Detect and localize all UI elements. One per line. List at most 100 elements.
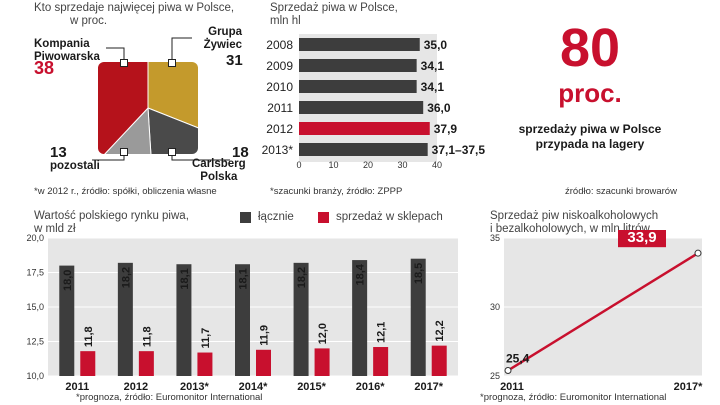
market-bar-total (410, 258, 426, 376)
pie-slice-zywiec (147, 62, 198, 139)
legend-swatch-total (240, 212, 251, 223)
pie-label-zywiec: Grupa Żywiec (203, 26, 242, 51)
callout-footnote: źródło: szacunki browarów (565, 186, 677, 197)
sales-value-label: 37,1–37,5 (432, 143, 486, 157)
sales-category-label: 2011 (267, 101, 293, 115)
lowalc-x-label: 2017* (674, 381, 703, 393)
market-bar-stores (256, 349, 271, 376)
market-chart: 10,0 12,5 15,0 17,5 20,0 18,0 11,8 2011 18,2 11,8… (26, 233, 458, 393)
pie-chart (92, 37, 230, 161)
market-bar-total (293, 262, 309, 376)
market-x-label: 2011 (65, 381, 89, 393)
market-x-label: 2013* (180, 381, 209, 393)
lowalc-point (694, 249, 702, 257)
sales-value-label: 35,0 (424, 38, 448, 52)
marker-pozostali (120, 148, 128, 156)
pie-label-kompania: Kompania Piwowarska (34, 38, 100, 63)
market-label-total: 18,4 (355, 263, 367, 285)
market-bar-total (176, 264, 192, 376)
sales-bar (299, 101, 424, 114)
market-bar-total (235, 264, 250, 376)
market-label-stores: 12,2 (434, 320, 446, 341)
market-y-tick: 20,0 (26, 233, 44, 243)
lowalc-y-tick: 35 (490, 233, 500, 243)
marker-carlsberg (168, 148, 176, 156)
lowalc-label-end-bg (618, 230, 666, 248)
market-bar-total (352, 260, 368, 376)
sales-tick-label: 20 (363, 160, 373, 170)
sales-plot-bg (299, 34, 437, 162)
lowalc-label-start: 25,4 (506, 351, 530, 365)
pie-value-pozostali: 13 (50, 144, 67, 161)
market-label-total: 18,2 (120, 267, 132, 288)
legend-swatch-stores (318, 212, 329, 223)
market-x-label: 2014* (239, 381, 268, 393)
pie-slice-carlsberg (147, 107, 198, 154)
market-label-total: 18,0 (62, 270, 74, 291)
sales-value-label: 34,1 (421, 59, 445, 73)
market-label-stores: 12,0 (317, 323, 329, 344)
market-bar-stores (373, 347, 389, 376)
lowalc-label-end: 33,9 (627, 230, 656, 246)
callout-text: sprzedaży piwa w Polsce przypada na lage… (518, 122, 662, 151)
market-bar-total (59, 265, 75, 376)
market-label-stores: 12,1 (376, 322, 388, 343)
sales-bar (299, 122, 430, 135)
market-label-total: 18,1 (179, 268, 191, 289)
sales-tick-label: 0 (296, 160, 301, 170)
sales-bar (299, 143, 428, 156)
pie-slice-pozostali (98, 106, 154, 154)
market-x-label: 2017* (414, 381, 443, 393)
sales-tick-label: 30 (397, 160, 407, 170)
lowalc-footnote: *prognoza, źródło: Euromonitor Internati… (480, 392, 667, 403)
market-y-tick: 10,0 (26, 371, 44, 381)
sales-category-label: 2013* (262, 143, 294, 157)
market-label-stores: 11,7 (200, 328, 212, 349)
market-label-stores: 11,8 (141, 326, 153, 347)
sales-value-label: 36,0 (427, 101, 451, 115)
sales-title: Sprzedaż piwa w Polsce, mln hl (270, 2, 398, 27)
pie-label-carlsberg: Carlsberg Polska (192, 158, 246, 183)
leader-kompania (106, 47, 125, 62)
legend-label-stores: sprzedaż w sklepach (336, 211, 443, 223)
sales-category-label: 2008 (266, 38, 293, 52)
sales-footnote: *szacunki branży, źródło: ZPPP (270, 186, 403, 197)
pie-wedges (98, 62, 198, 154)
sales-tick-label: 10 (328, 160, 338, 170)
market-label-total: 18,1 (238, 268, 250, 289)
callout-big-number: 80 (559, 18, 621, 78)
market-bar-total (117, 262, 133, 376)
pie-value-zywiec: 31 (226, 52, 243, 69)
lowalc-title: Sprzedaż piw niskoalkoholowych i bezalko… (490, 210, 659, 235)
market-bar-stores (80, 351, 96, 376)
market-bar-stores (138, 351, 154, 376)
lowalc-x-label: 2011 (500, 381, 524, 393)
lowalc-chart: 25 30 35 25,4 33,9 2011 2017* (490, 230, 703, 393)
market-bar-stores (197, 352, 213, 376)
sales-tick-label: 40 (432, 160, 442, 170)
pie-value-kompania: 38 (34, 58, 55, 78)
sales-value-label: 34,1 (421, 80, 445, 94)
callout-unit: proc. (558, 78, 622, 108)
sales-bar (299, 80, 417, 93)
market-label-stores: 11,9 (259, 325, 271, 346)
market-x-label: 2012 (124, 381, 148, 393)
market-x-label: 2016* (356, 381, 385, 393)
leader-zywiec (171, 37, 192, 62)
market-y-tick: 17,5 (26, 268, 44, 278)
pie-markers (120, 59, 176, 156)
sales-category-label: 2012 (266, 122, 293, 136)
pie-value-carlsberg: 18 (232, 144, 249, 161)
market-x-label: 2015* (297, 381, 326, 393)
lowalc-line (507, 252, 699, 372)
market-bar-stores (314, 348, 330, 376)
marker-zywiec (168, 59, 176, 67)
market-y-tick: 12,5 (26, 337, 44, 347)
market-bar-stores (431, 345, 447, 376)
market-footnote: *prognoza, źródło: Euromonitor Internati… (76, 392, 263, 403)
market-label-total: 18,2 (296, 267, 308, 288)
lowalc-y-tick: 25 (490, 371, 500, 381)
sales-value-label: 37,9 (434, 122, 458, 136)
legend-label-total: łącznie (258, 211, 294, 223)
